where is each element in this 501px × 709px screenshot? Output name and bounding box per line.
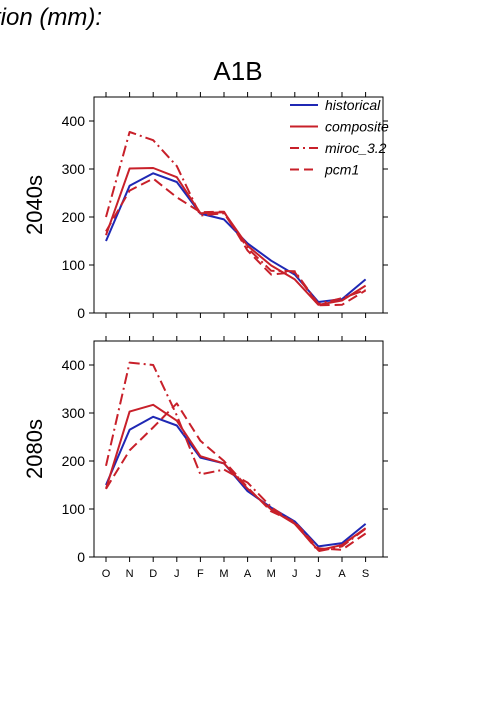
x-tick-label: J (292, 568, 298, 580)
series-line-composite (105, 167, 367, 306)
y-axis-label-2080s: 2080s (22, 419, 47, 479)
x-tick-label: F (197, 568, 204, 580)
x-tick-label: J (174, 568, 180, 580)
plot-frame-2 (93, 340, 384, 558)
y-tick-label: 100 (62, 501, 86, 517)
series-line-pcm1 (105, 402, 367, 551)
x-tick-label: M (219, 568, 228, 580)
x-tick-label: A (338, 568, 346, 580)
x-tick-label: S (362, 568, 369, 580)
y-tick-label: 200 (62, 453, 86, 469)
legend-label: composite (325, 119, 389, 135)
x-tick-label: N (126, 568, 134, 580)
figure-heading: tion (mm): (0, 4, 102, 31)
x-tick-label: M (267, 568, 276, 580)
y-tick-label: 400 (62, 113, 86, 129)
y-tick-label: 300 (62, 405, 86, 421)
scenario-title: A1B (213, 56, 263, 86)
y-axis-label-2040s: 2040s (22, 175, 47, 235)
plot-frame-1 (93, 96, 384, 314)
x-tick-label: A (244, 568, 252, 580)
x-tick-label: O (102, 568, 111, 580)
series-line-miroc-3-2 (105, 131, 366, 305)
series-line-composite (105, 403, 367, 552)
series-line-historical (105, 172, 367, 303)
legend-label: historical (325, 97, 381, 113)
x-tick-label: J (316, 568, 322, 580)
legend-label: miroc_3.2 (325, 140, 387, 156)
y-tick-label: 300 (62, 161, 86, 177)
x-tick-label: D (149, 568, 157, 580)
series-line-miroc-3-2 (105, 361, 367, 553)
legend-label: pcm1 (324, 162, 359, 178)
y-tick-label: 100 (62, 257, 86, 273)
y-tick-label: 400 (62, 357, 86, 373)
y-tick-label: 0 (77, 305, 85, 321)
series-line-pcm1 (105, 177, 367, 307)
y-tick-label: 200 (62, 209, 86, 225)
y-tick-label: 0 (77, 549, 85, 565)
